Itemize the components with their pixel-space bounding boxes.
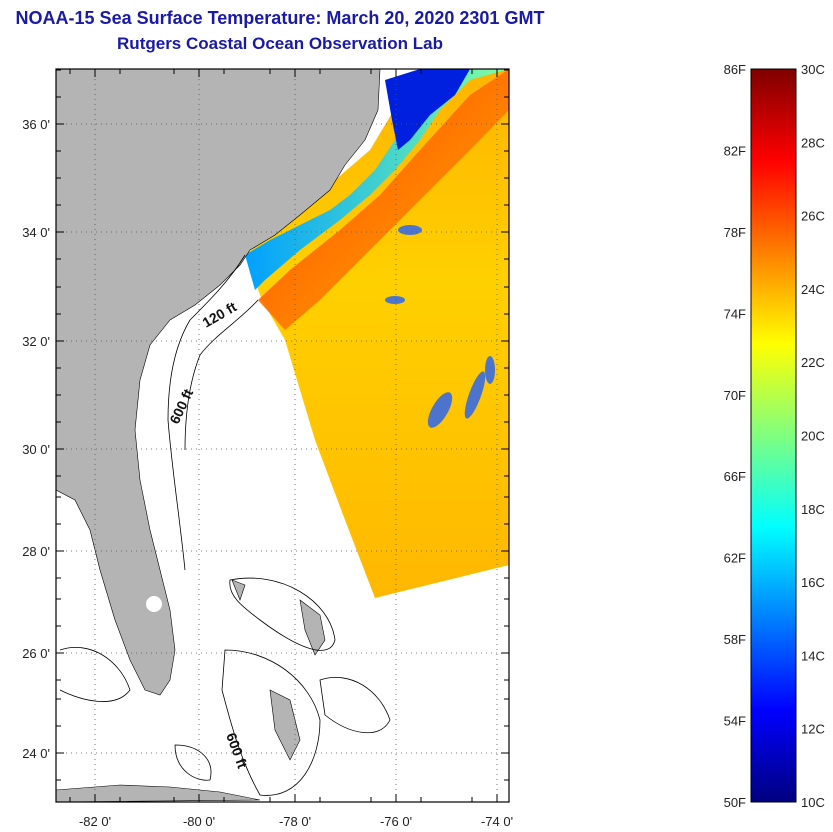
lon-label: -80 0' — [183, 814, 215, 829]
lat-label: 28 0' — [22, 544, 50, 559]
colorbar-label-fahrenheit: 50F — [724, 795, 746, 810]
map-frame — [55, 68, 510, 803]
colorbar-label-fahrenheit: 82F — [724, 143, 746, 158]
lat-label: 34 0' — [22, 225, 50, 240]
map-title: NOAA-15 Sea Surface Temperature: March 2… — [15, 8, 545, 28]
shelf-water-cold — [245, 69, 509, 290]
sounds-cold-water — [385, 69, 470, 150]
colorbar-label-celsius: 30C — [801, 62, 825, 77]
colorbar-label-celsius: 22C — [801, 355, 825, 370]
graticule — [56, 69, 509, 802]
frame-ticks — [56, 69, 509, 802]
lon-label: -74 0' — [481, 814, 513, 829]
landmass-cuba — [56, 784, 261, 802]
cold-eddies — [385, 225, 495, 428]
lon-label: -78 0' — [279, 814, 311, 829]
lon-label: -82 0' — [79, 814, 111, 829]
bahamas-islands — [231, 579, 326, 761]
colorbar-label-celsius: 20C — [801, 429, 825, 444]
colorbar-label-fahrenheit: 58F — [724, 632, 746, 647]
colorbar-label-fahrenheit: 70F — [724, 388, 746, 403]
colorbar-label-fahrenheit: 62F — [724, 551, 746, 566]
colorbar-ramp — [750, 68, 797, 803]
colorbar-label-celsius: 18C — [801, 502, 825, 517]
lat-label: 30 0' — [22, 442, 50, 457]
colorbar-label-celsius: 24C — [801, 282, 825, 297]
colorbar-label-celsius: 26C — [801, 209, 825, 224]
lon-label: -76 0' — [380, 814, 412, 829]
lat-label: 26 0' — [22, 646, 50, 661]
lat-label: 32 0' — [22, 334, 50, 349]
lat-label: 24 0' — [22, 746, 50, 761]
colorbar-label-fahrenheit: 54F — [724, 714, 746, 729]
colorbar-label-fahrenheit: 86F — [724, 62, 746, 77]
colorbar-label-celsius: 16C — [801, 575, 825, 590]
colorbar-label-fahrenheit: 74F — [724, 306, 746, 321]
colorbar-label-celsius: 10C — [801, 795, 825, 810]
bathymetry-contours — [59, 254, 391, 796]
colorbar-label-celsius: 14C — [801, 648, 825, 663]
landmass-us — [56, 69, 381, 696]
colorbar-label-fahrenheit: 66F — [724, 469, 746, 484]
gulf-stream-band — [258, 69, 509, 330]
lake-okeechobee — [146, 596, 162, 612]
colorbar-label-celsius: 28C — [801, 135, 825, 150]
lat-label: 36 0' — [22, 117, 50, 132]
map-subtitle: Rutgers Coastal Ocean Observation Lab — [117, 34, 443, 53]
colorbar-label-celsius: 12C — [801, 722, 825, 737]
colorbar-label-fahrenheit: 78F — [724, 225, 746, 240]
